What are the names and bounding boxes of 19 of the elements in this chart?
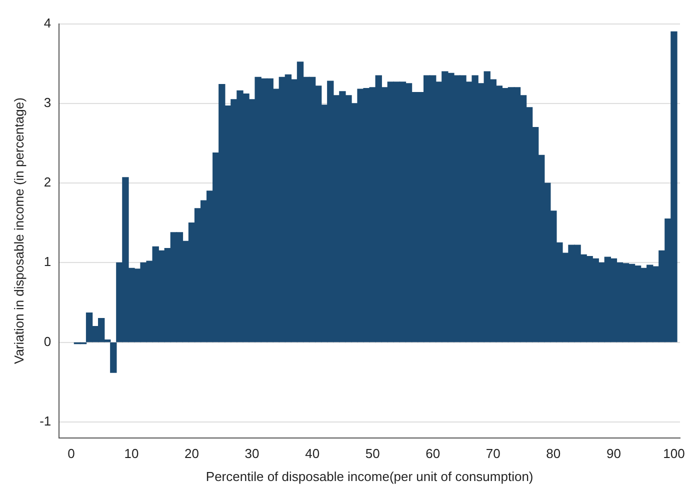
y-tick-label: 0 [44, 334, 52, 349]
x-tick-label: 80 [546, 446, 561, 462]
x-axis-title: Percentile of disposable income(per unit of consumption) [206, 468, 534, 484]
x-tick-label: 50 [365, 446, 380, 462]
y-tick-label: 4 [44, 15, 52, 30]
x-tick-label: 70 [486, 446, 500, 462]
y-axis-title: Variation in disposable income (in percentage) [11, 98, 26, 364]
x-tick-label: 20 [184, 446, 199, 462]
x-tick-label: 30 [244, 446, 260, 462]
x-tick-label: 0 [68, 446, 75, 462]
x-tick-label: 60 [426, 446, 440, 462]
x-tick-label: 40 [305, 446, 320, 462]
x-tick-label: 10 [124, 446, 139, 462]
y-tick-label: 2 [44, 174, 52, 190]
y-tick-label: 3 [44, 94, 52, 110]
y-tick-label: -1 [40, 413, 52, 428]
x-tick-label: 90 [606, 446, 621, 462]
x-tick-label: 100 [663, 446, 685, 462]
y-tick-label: 1 [44, 254, 52, 270]
